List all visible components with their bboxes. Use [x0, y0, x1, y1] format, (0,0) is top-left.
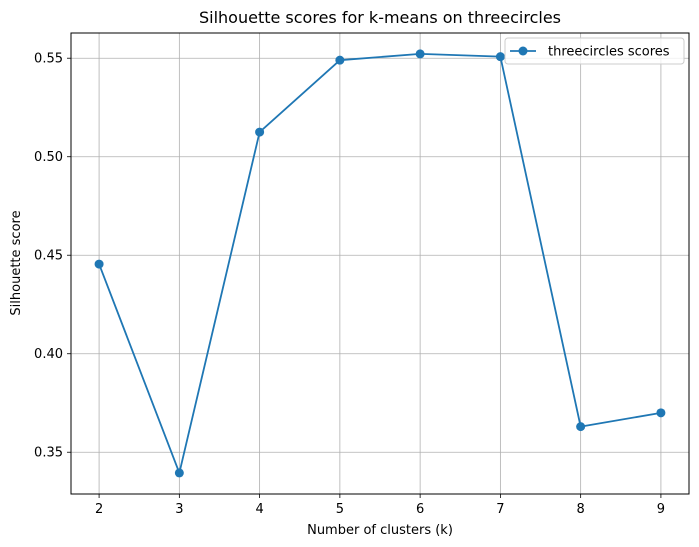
y-tick-label: 0.45: [34, 249, 63, 264]
axis-ticks: 2 3 4 5 6 7 8 9 0.35 0.40 0.45 0.50 0.55: [34, 52, 665, 517]
y-tick-label: 0.40: [34, 347, 63, 362]
x-tick-label: 3: [175, 502, 183, 517]
data-point-k9: [656, 408, 666, 418]
data-point-k2: [94, 259, 104, 269]
legend-marker-swatch: [518, 46, 528, 56]
x-tick-label: 5: [336, 502, 344, 517]
data-point-k4: [255, 127, 265, 137]
legend: threecircles scores: [504, 37, 685, 65]
legend-frame: [504, 37, 685, 65]
x-tick-label: 9: [657, 502, 665, 517]
x-tick-label: 6: [416, 502, 424, 517]
x-axis-label: Number of clusters (k): [307, 523, 453, 538]
data-point-k5: [335, 55, 345, 65]
y-tick-label: 0.50: [34, 150, 63, 165]
data-point-k6: [415, 49, 425, 59]
legend-label: threecircles scores: [548, 45, 670, 60]
x-tick-label: 2: [95, 502, 103, 517]
y-tick-label: 0.55: [34, 52, 63, 67]
plot-area-frame: [70, 32, 690, 495]
data-point-k8: [576, 422, 586, 432]
data-point-k7: [495, 52, 505, 62]
series-layer: [94, 49, 666, 478]
chart-title: Silhouette scores for k-means on threeci…: [199, 8, 561, 27]
x-tick-label: 4: [255, 502, 263, 517]
y-axis-label: Silhouette score: [9, 210, 24, 315]
x-tick-label: 8: [577, 502, 585, 517]
y-tick-label: 0.35: [34, 446, 63, 461]
data-point-k3: [174, 468, 184, 478]
x-tick-label: 7: [496, 502, 504, 517]
series-line: [98, 52, 662, 474]
